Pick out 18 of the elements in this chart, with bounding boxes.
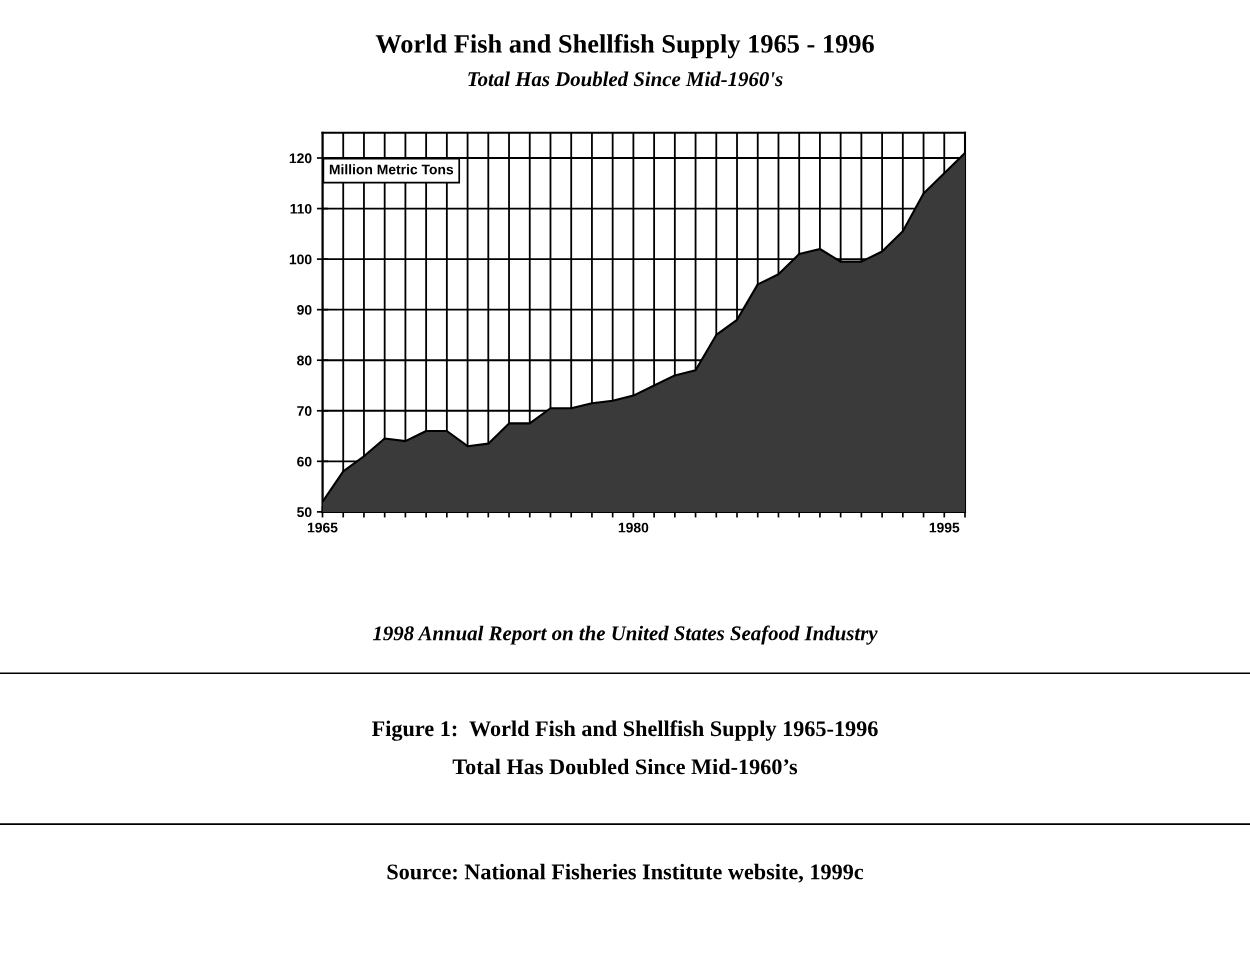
text: 1998 Annual Report on the United States Seafood Industry <box>372 625 878 645</box>
x-tick-label: 1980 <box>618 522 649 533</box>
y-tick-label: 50 <box>297 507 312 518</box>
chart-subtitle: Total Has Doubled Since Mid-1960's <box>468 71 783 87</box>
source-note: Source: National Fisheries Institute website, 1999c <box>387 863 864 883</box>
y-tick-label: 120 <box>289 153 312 164</box>
x-tick-label: 1965 <box>307 522 338 533</box>
y-tick-label: 90 <box>297 305 312 315</box>
y-tick-label: 110 <box>290 203 312 214</box>
y-axis-title: Million Metric Tons <box>329 164 454 175</box>
y-tick-label: 70 <box>297 406 312 416</box>
caption: Figure 1: World Fish and Shellfish Supply 1965-1996 <box>372 720 878 741</box>
y-tick-label: 60 <box>297 456 312 467</box>
x-tick-label: 1995 <box>929 522 960 533</box>
y-tick-label: 100 <box>289 254 312 265</box>
chart-title: World Fish and Shellfish Supply 1965 - 1996 <box>375 33 874 59</box>
text: Total Has Doubled Since Mid-1960’s <box>452 758 798 775</box>
y-tick-label: 80 <box>297 355 312 366</box>
